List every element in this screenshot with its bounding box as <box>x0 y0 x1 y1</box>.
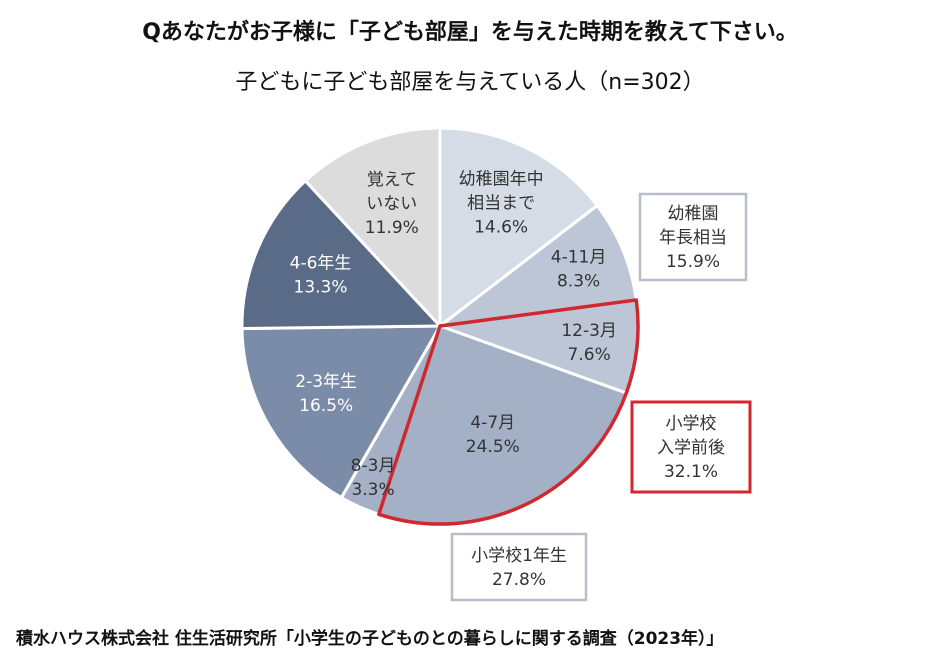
group-label-1: 小学校入学前後 32.1% <box>657 414 725 482</box>
slice-label-4: 8-3月 3.3% <box>351 456 396 500</box>
chart-title: Qあなたがお子様に「子ども部屋」を与えた時期を教えて下さい。 <box>142 20 798 45</box>
slice-label-6: 4-6年生 13.3% <box>290 254 352 298</box>
slice-label-0: 幼稚園年中相当まで 14.6% <box>459 169 544 237</box>
slice-label-5: 2-3年生 16.5% <box>295 372 357 416</box>
pie-slice-7 <box>303 126 442 330</box>
chart-subtitle: 子どもに子ども部屋を与えている人（n=302） <box>235 70 705 95</box>
group-box-2 <box>450 532 588 602</box>
slice-label-2: 12-3月 7.6% <box>561 321 617 365</box>
group-label-0: 幼稚園年長相当 15.9% <box>659 204 727 272</box>
pie-slice-5 <box>240 324 443 500</box>
group-label-2: 小学校1年生 27.8% <box>471 546 567 590</box>
source-footer: 積水ハウス株式会社 住生活研究所「小学生の子どものとの暮らしに関する調査（202… <box>16 629 724 649</box>
pie-slice-1 <box>434 203 638 329</box>
pie-slice-0 <box>438 126 600 330</box>
highlight-outline <box>377 298 640 526</box>
slice-label-7: 覚えていない 11.9% <box>365 170 419 238</box>
group-box-1 <box>630 400 752 494</box>
slice-label-3: 4-7月 24.5% <box>466 413 520 457</box>
slice-label-1: 4-11月 8.3% <box>551 248 607 292</box>
pie-slice-6 <box>240 178 444 331</box>
group-box-0 <box>638 192 748 282</box>
